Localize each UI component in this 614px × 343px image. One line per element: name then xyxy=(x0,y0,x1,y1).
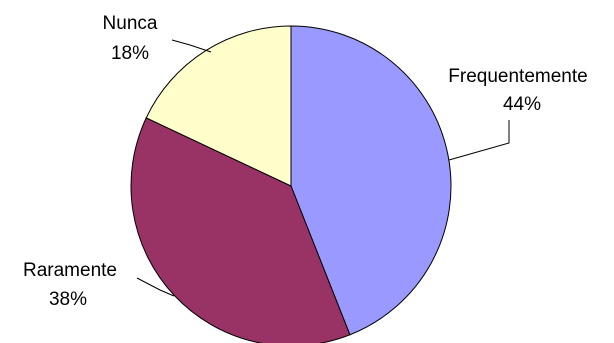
slice-label-frequentemente: Frequentemente xyxy=(448,66,587,87)
pie-slice-raramente xyxy=(130,117,351,343)
slice-value-raramente: 38% xyxy=(49,289,87,310)
pie-slices xyxy=(130,25,452,343)
leader-line-frequentemente xyxy=(448,120,510,161)
slice-value-frequentemente: 44% xyxy=(503,94,541,115)
leader-line-raramente xyxy=(136,277,175,297)
pie-slice-nunca xyxy=(145,25,292,187)
leader-lines xyxy=(136,39,510,297)
slice-label-nunca: Nunca xyxy=(103,13,158,34)
leader-line-nunca xyxy=(171,39,212,53)
slice-value-nunca: 18% xyxy=(111,43,149,64)
pie-slice-frequentemente xyxy=(290,25,452,336)
slice-label-raramente: Raramente xyxy=(23,260,117,281)
